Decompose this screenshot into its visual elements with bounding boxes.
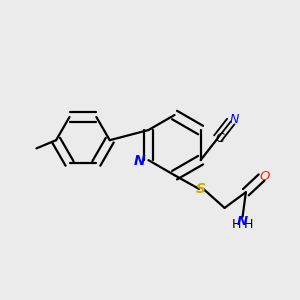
Text: N: N <box>230 113 239 126</box>
Text: S: S <box>196 182 206 196</box>
Text: N: N <box>134 154 145 168</box>
Text: C: C <box>215 132 224 145</box>
Text: H: H <box>231 218 241 231</box>
Text: N: N <box>237 215 248 228</box>
Text: O: O <box>260 170 270 183</box>
Text: H: H <box>244 218 253 231</box>
